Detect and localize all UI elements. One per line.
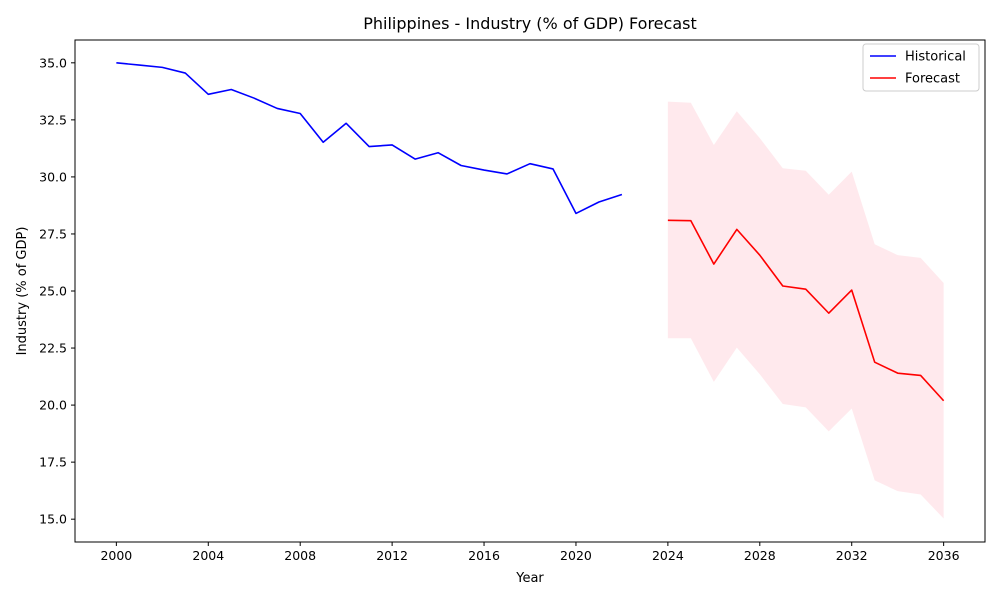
legend: Historical Forecast xyxy=(862,43,980,92)
y-axis-label: Industry (% of GDP) xyxy=(15,227,30,356)
y-tick-label: 25.0 xyxy=(39,284,67,299)
x-tick-label: 2000 xyxy=(100,548,132,563)
y-tick-label: 35.0 xyxy=(39,55,67,70)
y-tick-label: 17.5 xyxy=(39,455,67,470)
y-tick-label: 32.5 xyxy=(39,112,67,127)
x-tick-label: 2032 xyxy=(836,548,868,563)
x-tick-label: 2012 xyxy=(376,548,408,563)
legend-label-forecast: Forecast xyxy=(905,72,960,87)
forecast-confidence-band xyxy=(667,101,944,519)
series-line-forecast xyxy=(667,219,945,402)
series-lines-layer xyxy=(116,62,945,402)
series-line-historical xyxy=(116,62,623,215)
x-tick-label: 2020 xyxy=(560,548,592,563)
x-tick-label: 2004 xyxy=(192,548,224,563)
y-axis-ticks: 15.0 17.5 20.0 22.5 25.0 27.5 30.0 32.5 35.0 xyxy=(39,55,75,527)
y-tick-label: 22.5 xyxy=(39,341,67,356)
y-tick-label: 27.5 xyxy=(39,226,67,241)
x-tick-label: 2008 xyxy=(284,548,316,563)
x-tick-label: 2024 xyxy=(652,548,684,563)
x-axis-ticks: 2000 2004 2008 2012 2016 2020 2024 2028 2032 2036 xyxy=(100,542,960,563)
x-axis-label: Year xyxy=(515,571,544,586)
x-tick-label: 2028 xyxy=(744,548,776,563)
x-tick-label: 2036 xyxy=(928,548,960,563)
chart-title: Philippines - Industry (% of GDP) Foreca… xyxy=(363,14,696,33)
legend-label-historical: Historical xyxy=(905,50,966,65)
y-tick-label: 15.0 xyxy=(39,512,67,527)
y-tick-label: 30.0 xyxy=(39,169,67,184)
y-tick-label: 20.0 xyxy=(39,398,67,413)
confidence-band-layer xyxy=(667,101,944,519)
x-tick-label: 2016 xyxy=(468,548,500,563)
